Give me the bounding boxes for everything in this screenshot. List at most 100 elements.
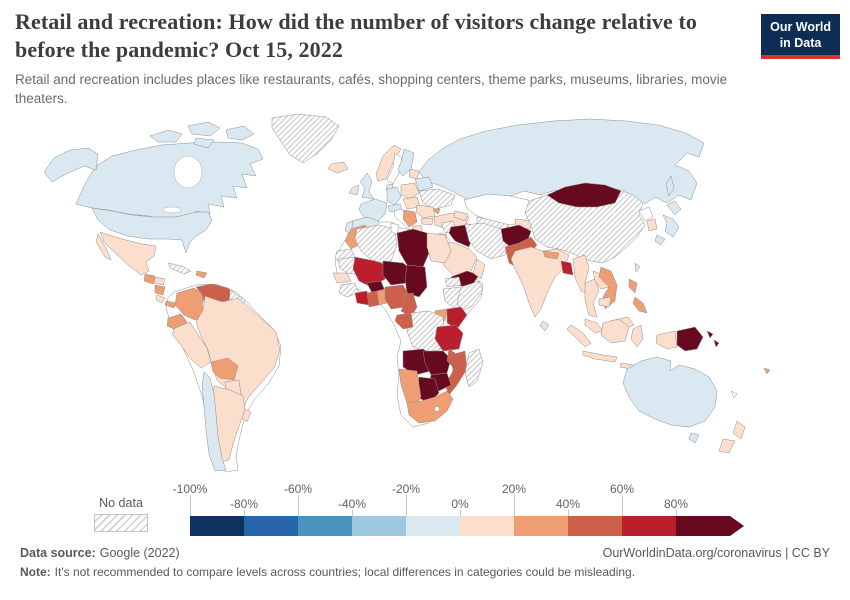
country-iran[interactable] <box>465 223 509 259</box>
legend-bin[interactable] <box>460 516 514 536</box>
country-indonesia-sulawesi[interactable] <box>631 325 643 347</box>
country-greenland[interactable] <box>272 114 339 163</box>
country-drc[interactable] <box>407 311 445 353</box>
legend-bin[interactable] <box>568 516 622 536</box>
country-georgia-armenia[interactable] <box>454 211 468 221</box>
country-uk[interactable] <box>360 173 374 199</box>
country-congo-gabon[interactable] <box>395 313 413 329</box>
legend-bin[interactable] <box>244 516 298 536</box>
country-canada-arctic1[interactable] <box>150 130 182 142</box>
country-taiwan[interactable] <box>635 263 640 272</box>
country-usa[interactable] <box>92 208 212 253</box>
country-south-korea[interactable] <box>647 219 657 231</box>
country-usa-alaska[interactable] <box>44 148 98 182</box>
country-senegal[interactable] <box>333 273 351 283</box>
country-fiji[interactable] <box>764 368 770 374</box>
country-cuba[interactable] <box>168 263 191 274</box>
legend-bin[interactable] <box>190 516 244 536</box>
country-russia-sakhalin[interactable] <box>666 176 674 196</box>
country-tanzania[interactable] <box>435 325 463 351</box>
country-poland[interactable] <box>401 183 419 199</box>
country-philippines-mindanao[interactable] <box>633 297 647 313</box>
country-india[interactable] <box>511 247 569 317</box>
country-bulgaria[interactable] <box>421 218 433 225</box>
legend-no-data: No data <box>94 496 148 532</box>
country-papua-new-guinea[interactable] <box>677 327 703 351</box>
country-canada-arctic4[interactable] <box>194 138 214 148</box>
country-australia[interactable] <box>623 357 717 427</box>
country-nicaragua[interactable] <box>155 285 165 295</box>
country-dominican-republic[interactable] <box>196 271 207 278</box>
country-south-africa[interactable] <box>407 391 453 423</box>
country-benin-togo[interactable] <box>377 289 387 305</box>
country-north-korea[interactable] <box>639 207 653 221</box>
country-honduras[interactable] <box>154 277 165 285</box>
country-madagascar[interactable] <box>465 349 483 387</box>
country-mexico[interactable] <box>100 232 156 275</box>
country-france[interactable] <box>359 199 387 222</box>
legend-bin[interactable] <box>622 516 676 536</box>
hudson-bay <box>174 156 202 188</box>
country-malaysia[interactable] <box>585 319 603 333</box>
country-bolivia[interactable] <box>211 358 238 380</box>
legend-bin[interactable] <box>406 516 460 536</box>
legend-tick-label: 40% <box>555 497 581 511</box>
country-kenya[interactable] <box>447 307 467 329</box>
country-belarus[interactable] <box>415 177 433 191</box>
country-mexico-baja[interactable] <box>96 234 111 260</box>
country-ukraine[interactable] <box>419 189 455 209</box>
country-serbia-croatia[interactable] <box>403 210 417 227</box>
data-source: Data source: Google (2022) <box>20 546 180 560</box>
country-japan-kyushu[interactable] <box>655 235 665 245</box>
country-indonesia-papua[interactable] <box>656 331 677 349</box>
legend-bin[interactable] <box>298 516 352 536</box>
country-new-zealand-south[interactable] <box>719 439 735 453</box>
country-indonesia-sumatra[interactable] <box>567 325 591 347</box>
country-canada-arctic2[interactable] <box>188 122 220 136</box>
country-cambodia[interactable] <box>599 297 611 307</box>
country-baltics[interactable] <box>409 169 419 179</box>
owid-url-link[interactable]: OurWorldinData.org/coronavirus | CC BY <box>602 546 830 560</box>
country-new-zealand-north[interactable] <box>733 421 745 439</box>
country-lesotho[interactable] <box>435 407 440 412</box>
country-guinea[interactable] <box>339 283 359 297</box>
country-indonesia-borneo[interactable] <box>601 319 629 343</box>
country-somalia[interactable] <box>457 281 483 311</box>
data-source-value: Google (2022) <box>99 546 180 560</box>
country-iceland[interactable] <box>328 162 348 173</box>
legend-bin[interactable] <box>676 516 744 536</box>
country-costa-rica[interactable] <box>156 295 165 303</box>
owid-logo[interactable]: Our World in Data <box>761 14 840 60</box>
legend-bin[interactable] <box>352 516 406 536</box>
owid-logo-line2: in Data <box>779 35 822 50</box>
country-thailand[interactable] <box>585 279 599 317</box>
country-eritrea[interactable] <box>445 277 461 287</box>
country-chile[interactable] <box>202 372 226 471</box>
country-australia-tasmania[interactable] <box>689 433 699 443</box>
country-bangladesh[interactable] <box>561 261 573 275</box>
country-panama[interactable] <box>165 301 176 308</box>
country-chad[interactable] <box>405 265 427 297</box>
country-algeria[interactable] <box>355 225 397 263</box>
country-oman[interactable] <box>473 259 485 279</box>
country-egypt[interactable] <box>427 233 451 263</box>
country-solomon-islands-1[interactable] <box>707 331 713 338</box>
country-solomon-islands-2[interactable] <box>714 340 719 347</box>
country-philippines-luzon[interactable] <box>629 279 637 293</box>
country-indonesia-java[interactable] <box>583 351 617 362</box>
country-japan-hokkaido[interactable] <box>667 201 681 215</box>
country-mongolia[interactable] <box>547 183 621 207</box>
country-sri-lanka[interactable] <box>540 321 549 331</box>
country-japan-honshu[interactable] <box>663 215 679 237</box>
legend-no-data-swatch[interactable] <box>94 514 148 532</box>
country-nepal[interactable] <box>543 251 559 259</box>
legend-bin[interactable] <box>514 516 568 536</box>
country-canada-arctic3[interactable] <box>226 126 254 140</box>
legend-tick <box>352 510 353 516</box>
country-peru[interactable] <box>172 322 211 368</box>
country-guatemala[interactable] <box>144 274 155 284</box>
country-germany[interactable] <box>387 187 401 205</box>
country-new-caledonia[interactable] <box>731 391 737 398</box>
country-libya[interactable] <box>397 229 429 267</box>
country-ireland[interactable] <box>349 185 359 195</box>
